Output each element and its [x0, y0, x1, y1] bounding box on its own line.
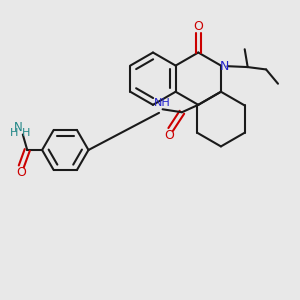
- Text: H: H: [22, 128, 30, 138]
- Text: NH: NH: [154, 98, 170, 108]
- Text: O: O: [164, 129, 174, 142]
- Text: H: H: [10, 128, 18, 138]
- Text: O: O: [16, 166, 26, 179]
- Text: N: N: [220, 60, 229, 73]
- Text: O: O: [193, 20, 203, 33]
- Text: N: N: [14, 121, 23, 134]
